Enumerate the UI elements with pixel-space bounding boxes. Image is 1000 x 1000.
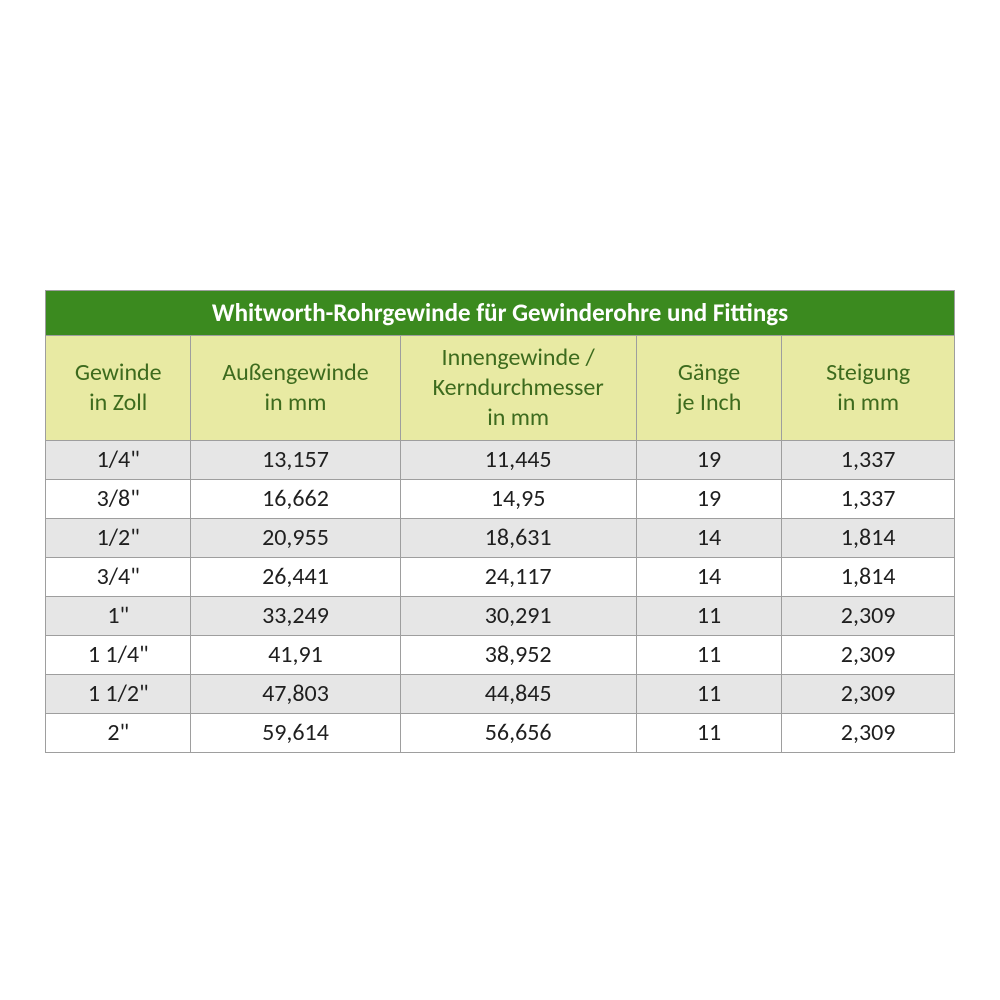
cell-innen: 44,845 bbox=[400, 675, 636, 714]
header-line: in mm bbox=[837, 388, 899, 417]
cell-gaenge: 19 bbox=[636, 441, 781, 480]
table-row: 2" 59,614 56,656 11 2,309 bbox=[46, 714, 955, 753]
header-line: in mm bbox=[487, 403, 549, 432]
cell-steigung: 2,309 bbox=[782, 714, 955, 753]
cell-gewinde: 1" bbox=[46, 597, 191, 636]
header-line: in mm bbox=[265, 388, 327, 417]
cell-aussen: 20,955 bbox=[191, 519, 400, 558]
col-header-gewinde: Gewinde in Zoll bbox=[46, 336, 191, 441]
table-row: 1 1/2" 47,803 44,845 11 2,309 bbox=[46, 675, 955, 714]
table-title: Whitworth-Rohrgewinde für Gewinderohre u… bbox=[46, 291, 955, 336]
cell-gewinde: 3/8" bbox=[46, 480, 191, 519]
cell-aussen: 33,249 bbox=[191, 597, 400, 636]
cell-innen: 38,952 bbox=[400, 636, 636, 675]
header-line: Außengewinde bbox=[222, 358, 368, 387]
col-header-gaenge: Gänge je Inch bbox=[636, 336, 781, 441]
table-row: 1" 33,249 30,291 11 2,309 bbox=[46, 597, 955, 636]
cell-aussen: 16,662 bbox=[191, 480, 400, 519]
cell-innen: 18,631 bbox=[400, 519, 636, 558]
cell-gewinde: 1/2" bbox=[46, 519, 191, 558]
cell-gaenge: 14 bbox=[636, 519, 781, 558]
whitworth-table: Whitworth-Rohrgewinde für Gewinderohre u… bbox=[45, 290, 955, 753]
cell-gaenge: 11 bbox=[636, 636, 781, 675]
cell-aussen: 13,157 bbox=[191, 441, 400, 480]
header-line: Steigung bbox=[826, 358, 910, 387]
header-line: in Zoll bbox=[89, 388, 147, 417]
table-title-row: Whitworth-Rohrgewinde für Gewinderohre u… bbox=[46, 291, 955, 336]
table-row: 3/4" 26,441 24,117 14 1,814 bbox=[46, 558, 955, 597]
cell-steigung: 1,337 bbox=[782, 441, 955, 480]
cell-gewinde: 2" bbox=[46, 714, 191, 753]
cell-gaenge: 19 bbox=[636, 480, 781, 519]
cell-steigung: 1,337 bbox=[782, 480, 955, 519]
col-header-steigung: Steigung in mm bbox=[782, 336, 955, 441]
table-row: 1/2" 20,955 18,631 14 1,814 bbox=[46, 519, 955, 558]
cell-aussen: 47,803 bbox=[191, 675, 400, 714]
cell-innen: 11,445 bbox=[400, 441, 636, 480]
cell-aussen: 26,441 bbox=[191, 558, 400, 597]
cell-steigung: 1,814 bbox=[782, 558, 955, 597]
table-row: 3/8" 16,662 14,95 19 1,337 bbox=[46, 480, 955, 519]
header-line: Gänge bbox=[678, 358, 740, 387]
table-row: 1/4" 13,157 11,445 19 1,337 bbox=[46, 441, 955, 480]
cell-gaenge: 11 bbox=[636, 597, 781, 636]
cell-steigung: 2,309 bbox=[782, 636, 955, 675]
col-header-innengewinde: Innengewinde / Kerndurchmesser in mm bbox=[400, 336, 636, 441]
table-container: Whitworth-Rohrgewinde für Gewinderohre u… bbox=[45, 290, 955, 753]
cell-steigung: 2,309 bbox=[782, 597, 955, 636]
cell-steigung: 2,309 bbox=[782, 675, 955, 714]
cell-aussen: 59,614 bbox=[191, 714, 400, 753]
cell-gaenge: 14 bbox=[636, 558, 781, 597]
header-line: Kerndurchmesser bbox=[433, 373, 604, 402]
cell-steigung: 1,814 bbox=[782, 519, 955, 558]
cell-innen: 14,95 bbox=[400, 480, 636, 519]
header-line: je Inch bbox=[677, 388, 742, 417]
cell-gewinde: 1/4" bbox=[46, 441, 191, 480]
cell-gaenge: 11 bbox=[636, 675, 781, 714]
cell-gewinde: 1 1/4" bbox=[46, 636, 191, 675]
header-line: Gewinde bbox=[75, 358, 162, 387]
table-header-row: Gewinde in Zoll Außengewinde in mm Innen… bbox=[46, 336, 955, 441]
cell-innen: 30,291 bbox=[400, 597, 636, 636]
cell-gewinde: 3/4" bbox=[46, 558, 191, 597]
cell-gewinde: 1 1/2" bbox=[46, 675, 191, 714]
table-body: 1/4" 13,157 11,445 19 1,337 3/8" 16,662 … bbox=[46, 441, 955, 753]
header-line: Innengewinde / bbox=[442, 343, 595, 372]
col-header-aussengewinde: Außengewinde in mm bbox=[191, 336, 400, 441]
cell-gaenge: 11 bbox=[636, 714, 781, 753]
cell-innen: 24,117 bbox=[400, 558, 636, 597]
table-row: 1 1/4" 41,91 38,952 11 2,309 bbox=[46, 636, 955, 675]
cell-aussen: 41,91 bbox=[191, 636, 400, 675]
cell-innen: 56,656 bbox=[400, 714, 636, 753]
